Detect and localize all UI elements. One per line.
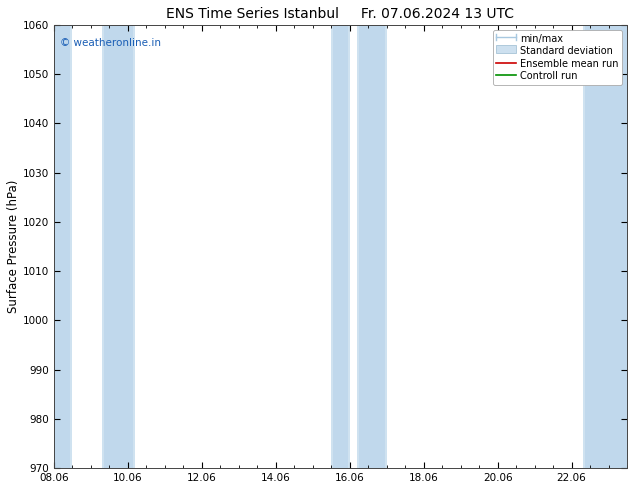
Legend: min/max, Standard deviation, Ensemble mean run, Controll run: min/max, Standard deviation, Ensemble me… — [493, 30, 622, 85]
Bar — [583, 25, 627, 468]
Bar — [54, 25, 70, 468]
Bar — [333, 25, 348, 468]
Text: © weatheronline.in: © weatheronline.in — [60, 38, 160, 48]
Bar — [359, 25, 385, 468]
Bar — [54, 25, 72, 468]
Bar — [357, 25, 387, 468]
Bar — [585, 25, 627, 468]
Y-axis label: Surface Pressure (hPa): Surface Pressure (hPa) — [7, 180, 20, 313]
Bar — [104, 25, 133, 468]
Title: ENS Time Series Istanbul     Fr. 07.06.2024 13 UTC: ENS Time Series Istanbul Fr. 07.06.2024 … — [167, 7, 514, 21]
Bar — [102, 25, 135, 468]
Bar — [331, 25, 350, 468]
